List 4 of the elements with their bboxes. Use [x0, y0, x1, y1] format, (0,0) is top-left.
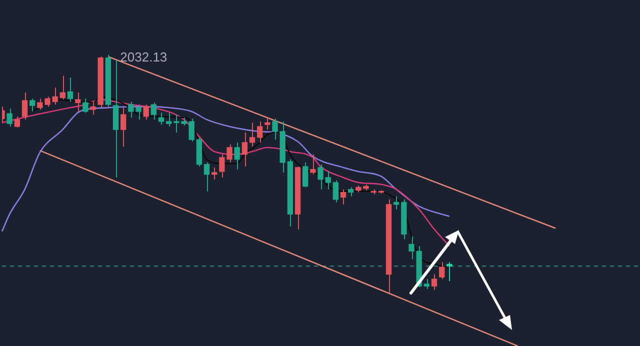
candlestick [272, 118, 278, 140]
annotation: 2032.13 [120, 49, 168, 64]
candlestick [181, 117, 187, 126]
candlestick [363, 184, 369, 191]
